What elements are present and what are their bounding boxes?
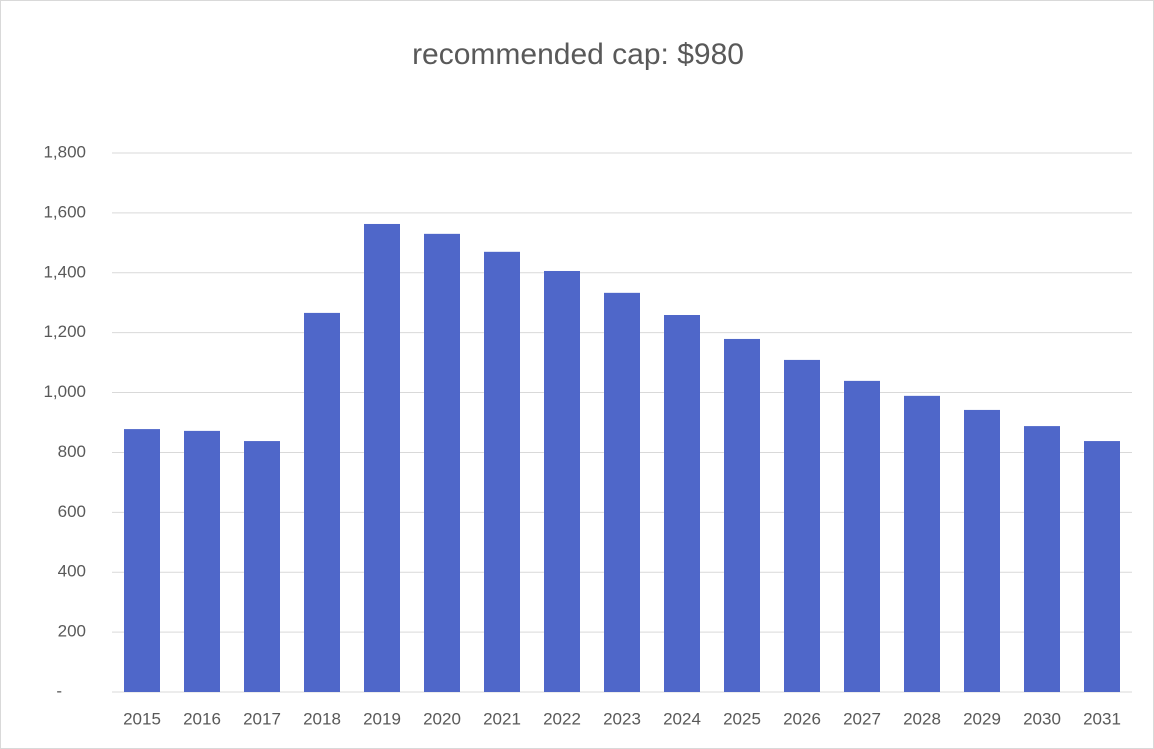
x-tick-label: 2024 (663, 709, 701, 728)
bar (304, 312, 340, 692)
bar (124, 429, 160, 692)
bar (424, 233, 460, 692)
bar (964, 409, 1000, 692)
x-tick-label: 2017 (243, 709, 281, 728)
bar (724, 338, 760, 692)
bar (844, 380, 880, 692)
y-tick-label: 200 (58, 622, 86, 641)
bar (1024, 426, 1060, 692)
bar (364, 223, 400, 693)
x-tick-label: 2020 (423, 709, 461, 728)
x-tick-label: 2023 (603, 709, 641, 728)
y-tick-label: 1,800 (43, 142, 86, 161)
x-tick-label: 2021 (483, 709, 521, 728)
bar (784, 359, 820, 692)
x-tick-label: 2030 (1023, 709, 1061, 728)
chart-title: recommended cap: $980 (412, 38, 744, 71)
bar (904, 395, 940, 692)
bar (1084, 441, 1120, 692)
y-tick-label: 1,200 (43, 322, 86, 341)
y-tick-label: 400 (58, 562, 86, 581)
bar (544, 270, 580, 692)
x-tick-label: 2018 (303, 709, 341, 728)
y-tick-label: 600 (58, 502, 86, 521)
y-tick-label: 1,600 (43, 202, 86, 221)
x-tick-label: 2027 (843, 709, 881, 728)
x-tick-label: 2026 (783, 709, 821, 728)
y-tick-label: 800 (58, 442, 86, 461)
bar (244, 441, 280, 692)
x-tick-label: 2022 (543, 709, 581, 728)
x-tick-label: 2015 (123, 709, 161, 728)
x-tick-label: 2025 (723, 709, 761, 728)
bar (484, 251, 520, 693)
y-tick-label: - (56, 681, 62, 700)
bar (184, 430, 220, 692)
x-tick-label: 2028 (903, 709, 941, 728)
x-tick-label: 2029 (963, 709, 1001, 728)
y-tick-label: 1,000 (43, 382, 86, 401)
x-tick-label: 2016 (183, 709, 221, 728)
bar (604, 292, 640, 692)
x-tick-label: 2031 (1083, 709, 1121, 728)
y-tick-label: 1,400 (43, 262, 86, 281)
x-tick-label: 2019 (363, 709, 401, 728)
bar (664, 314, 700, 692)
